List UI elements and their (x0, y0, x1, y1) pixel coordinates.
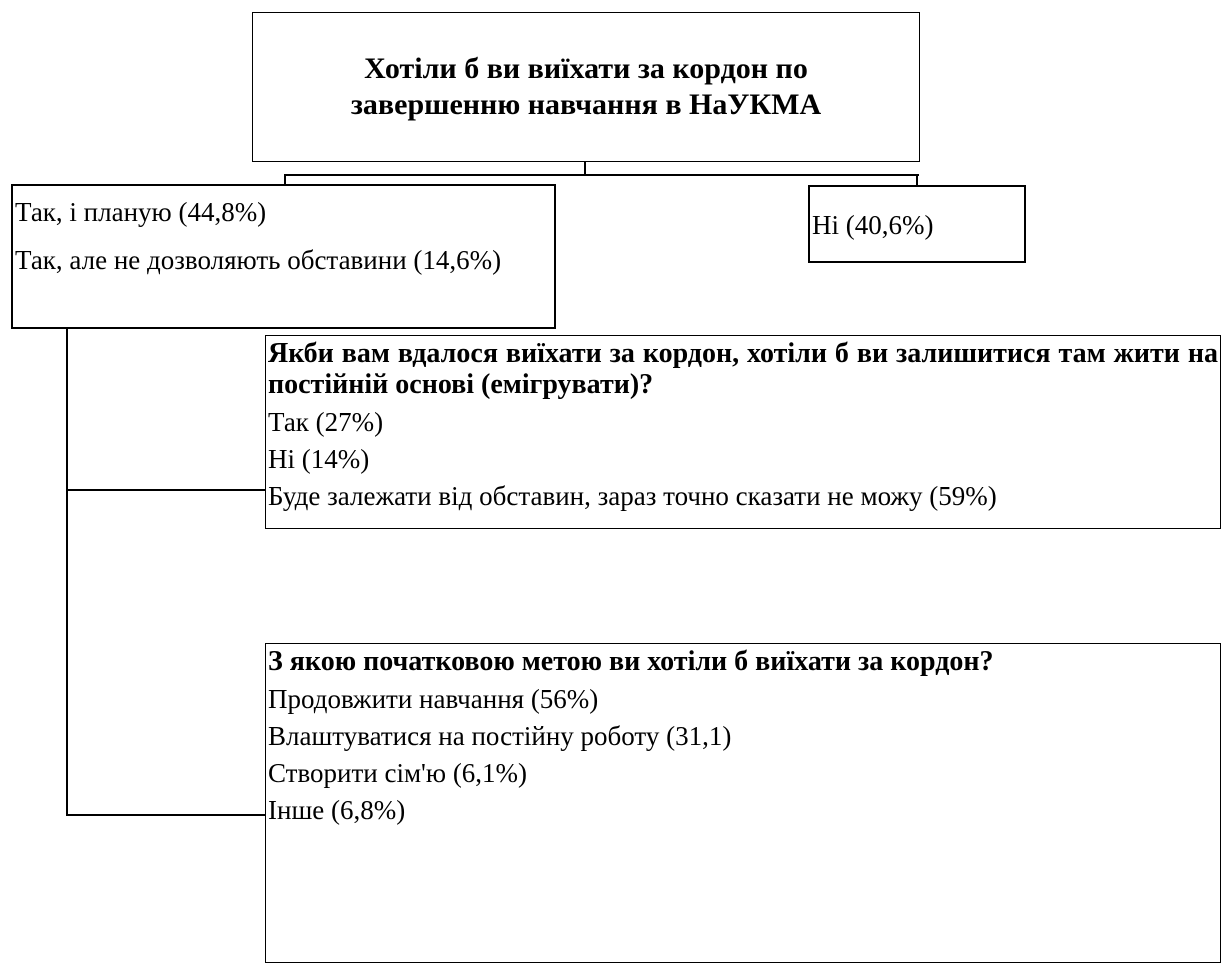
question-title: З якою початковою метою ви хотіли б виїх… (268, 646, 994, 677)
option: Створити сім'ю (6,1%) (268, 758, 528, 788)
connector (584, 161, 586, 175)
connector (916, 174, 918, 186)
connector (284, 174, 919, 176)
option: Продовжити навчання (56%) (268, 684, 599, 714)
question-title: Якби вам вдалося виїхати за кордон, хоті… (268, 338, 1218, 400)
question: З якою початковою метою ви хотіли б виїх… (265, 643, 1221, 963)
option: Так (27%) (268, 407, 384, 437)
connector (66, 814, 266, 816)
connector (284, 174, 286, 186)
root-title: Хотіли б ви виїхати за кордон по заверше… (350, 52, 822, 121)
option: Ні (40,6%) (812, 210, 934, 240)
option: Ні (14%) (268, 444, 370, 474)
option: Так, але не дозволяють обставини (14,6%) (15, 245, 502, 275)
option: Влаштуватися на постійну роботу (31,1) (268, 721, 732, 751)
question: Якби вам вдалося виїхати за кордон, хоті… (265, 335, 1221, 529)
root-node: Хотіли б ви виїхати за кордон по заверше… (252, 12, 920, 162)
option: Так, і планую (44,8%) (15, 197, 267, 227)
connector (66, 328, 68, 816)
branch-no: Ні (40,6%) (808, 185, 1026, 263)
option: Інше (6,8%) (268, 795, 406, 825)
option: Буде залежати від обставин, зараз точно … (268, 481, 997, 511)
connector (66, 489, 266, 491)
branch-yes: Так, і планую (44,8%) Так, але не дозволя… (11, 184, 556, 329)
